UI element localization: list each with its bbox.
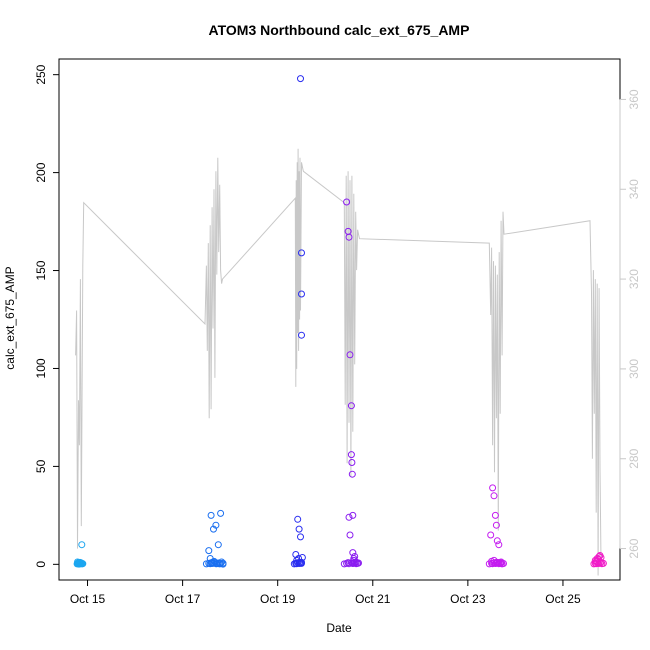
secondary-y-tick-label: 360 — [627, 89, 641, 109]
data-point — [217, 509, 225, 517]
data-point — [495, 541, 503, 549]
data-point — [493, 537, 501, 545]
data-point — [297, 533, 304, 541]
data-point — [297, 75, 304, 83]
data-point — [492, 558, 500, 566]
data-point — [492, 521, 500, 529]
data-point — [298, 249, 305, 257]
data-point — [595, 555, 603, 563]
data-point — [298, 331, 305, 339]
y-tick-label: 250 — [34, 64, 48, 84]
secondary-y-tick-label: 300 — [627, 359, 641, 379]
data-point — [489, 484, 497, 492]
secondary-y-tick-label: 320 — [627, 269, 641, 289]
data-point — [346, 351, 354, 359]
data-point — [345, 233, 353, 241]
secondary-line-layer — [75, 148, 602, 576]
data-point — [75, 560, 83, 568]
data-point — [596, 552, 604, 559]
x-tick-label: Oct 15 — [70, 592, 106, 606]
data-point — [298, 290, 305, 298]
y-tick-label: 150 — [34, 260, 48, 280]
data-point — [78, 541, 86, 549]
data-point — [349, 511, 357, 519]
points-layer — [73, 75, 607, 568]
secondary-y-tick-label: 280 — [627, 448, 641, 468]
x-tick-label: Oct 25 — [545, 592, 581, 606]
data-point — [214, 541, 222, 549]
data-point — [487, 531, 495, 539]
y-tick-label: 50 — [34, 459, 48, 473]
x-tick-label: Oct 21 — [355, 592, 391, 606]
data-point — [591, 556, 599, 564]
data-point — [346, 531, 354, 539]
data-point — [345, 513, 353, 521]
y-tick-label: 200 — [34, 162, 48, 182]
y-axis: 0 50 100 150 200 250 — [34, 64, 60, 568]
data-point — [344, 559, 352, 567]
data-point — [347, 451, 355, 459]
data-point — [207, 511, 215, 519]
x-tick-label: Oct 17 — [165, 592, 201, 606]
data-point — [295, 525, 303, 533]
data-point — [294, 515, 302, 523]
y-axis-label: calc_ext_675_AMP — [3, 266, 17, 369]
y-tick-label: 0 — [34, 561, 48, 568]
data-point — [348, 470, 356, 478]
data-point — [490, 492, 498, 500]
data-point — [213, 560, 221, 568]
data-point — [491, 511, 499, 519]
y-tick-label: 100 — [34, 358, 48, 378]
data-point — [212, 521, 220, 529]
data-point — [205, 547, 213, 555]
secondary-y-axis: 260 280 300 320 340 360 — [619, 89, 641, 559]
data-point — [343, 198, 351, 206]
secondary-series-line — [75, 148, 602, 576]
secondary-y-tick-label: 260 — [627, 538, 641, 558]
plot-frame — [58, 58, 621, 581]
data-point — [599, 559, 607, 567]
x-tick-label: Oct 19 — [260, 592, 296, 606]
secondary-y-tick-label: 340 — [627, 179, 641, 199]
data-point — [208, 559, 216, 567]
x-axis-label: Date — [326, 621, 352, 635]
data-point — [298, 559, 305, 567]
x-tick-label: Oct 23 — [450, 592, 486, 606]
data-point — [79, 560, 87, 568]
data-point — [347, 402, 355, 410]
data-point — [348, 459, 356, 466]
data-point — [497, 558, 505, 566]
x-axis: Oct 15 Oct 17 Oct 19 Oct 21 Oct 23 Oct 25 — [70, 579, 581, 606]
chart-title: ATOM3 Northbound calc_ext_675_AMP — [209, 22, 470, 38]
